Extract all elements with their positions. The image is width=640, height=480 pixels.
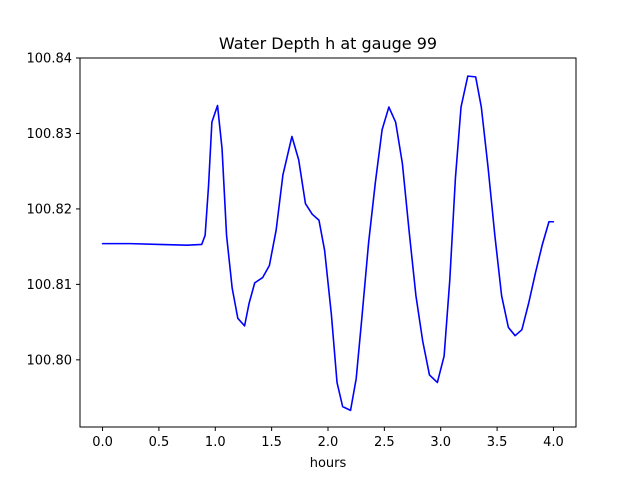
y-tick-label: 100.80 xyxy=(27,353,73,368)
axes-frame xyxy=(79,57,577,428)
x-axis-label: hours xyxy=(310,456,347,471)
y-tick-label: 100.84 xyxy=(27,52,73,67)
data-line-series-0 xyxy=(101,75,555,412)
x-tick-label: 0.0 xyxy=(92,435,113,450)
x-tick-label: 1.0 xyxy=(205,435,226,450)
x-tick-label: 0.5 xyxy=(149,435,170,450)
x-tick-label: 2.0 xyxy=(318,435,339,450)
x-tick-label: 4.0 xyxy=(543,435,564,450)
chart-title: Water Depth h at gauge 99 xyxy=(219,34,437,53)
y-tick-label: 100.82 xyxy=(27,202,73,217)
x-tick-label: 3.5 xyxy=(487,435,508,450)
y-tick-label: 100.83 xyxy=(27,127,73,142)
x-tick-label: 1.5 xyxy=(261,435,282,450)
plot-area: 0.0 0.5 1.0 1.5 2.0 2.5 3.0 3.5 4.0 100.80 100.81 1… xyxy=(27,52,577,450)
x-tick-label: 3.0 xyxy=(430,435,451,450)
y-tick-label: 100.81 xyxy=(27,278,73,293)
x-tick-label: 2.5 xyxy=(374,435,395,450)
